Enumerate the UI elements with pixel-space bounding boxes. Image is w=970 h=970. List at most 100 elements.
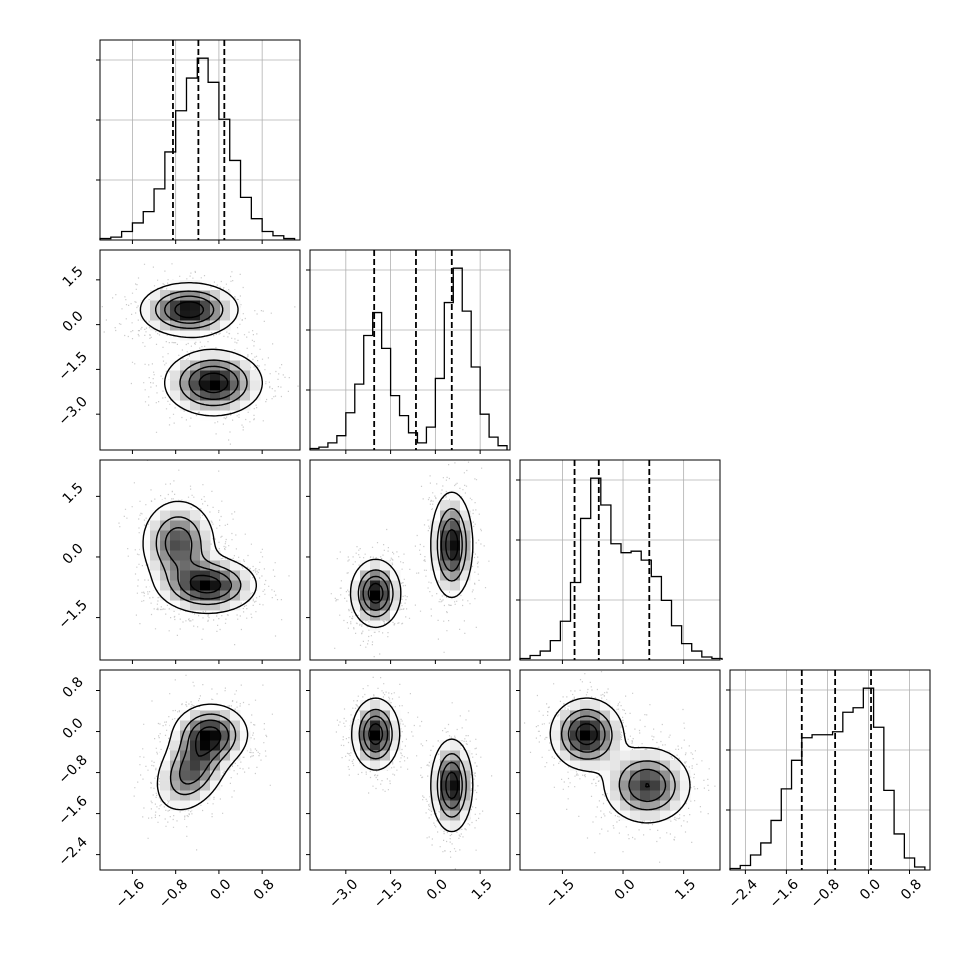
density-cell <box>170 780 181 791</box>
density-cell <box>640 770 651 781</box>
density-cell <box>430 760 441 771</box>
density-cell <box>670 800 681 811</box>
density-panel-p0-p2 <box>118 460 290 646</box>
density-cell <box>380 610 391 621</box>
histogram-step <box>519 477 723 660</box>
density-cell <box>180 520 191 531</box>
density-cell <box>250 370 261 381</box>
density-cell <box>170 570 181 581</box>
density-cell <box>560 720 571 731</box>
histogram-p3 <box>726 670 930 874</box>
x-tick-label: −1.5 <box>543 876 578 911</box>
density-cell <box>350 590 361 601</box>
density-cell <box>220 400 231 411</box>
density-cell <box>570 700 581 711</box>
density-cell <box>360 740 371 751</box>
density-cell <box>160 770 171 781</box>
density-cell <box>640 760 651 771</box>
density-cell <box>360 760 371 771</box>
density-cell <box>200 580 211 591</box>
density-cell <box>180 580 191 591</box>
density-cell <box>440 500 451 511</box>
density-cell <box>660 800 671 811</box>
density-cell <box>170 750 181 761</box>
density-cell <box>220 290 231 301</box>
density-cell <box>240 570 251 581</box>
contour-line <box>174 301 229 394</box>
density-cell <box>180 790 191 801</box>
density-cell <box>450 560 461 571</box>
density-cell <box>630 760 641 771</box>
contour-line <box>363 715 463 810</box>
contour-line <box>155 516 242 606</box>
contour-line <box>195 726 222 757</box>
density-cell <box>180 360 191 371</box>
density-cell <box>430 560 441 571</box>
density-cell <box>440 570 451 581</box>
density-cell <box>440 790 451 801</box>
density-cell <box>560 710 571 721</box>
density-cell <box>610 740 621 751</box>
density-panel-p1-p3 <box>335 676 493 870</box>
density-cell <box>360 730 371 741</box>
density-cell <box>430 780 441 791</box>
density-cell <box>210 780 221 791</box>
density-cell <box>190 530 201 541</box>
density-cell <box>200 760 211 771</box>
density-cell <box>180 500 191 511</box>
density-panel-p2-p3 <box>524 671 716 863</box>
density-cell <box>660 790 671 801</box>
y-tick-label: 0.0 <box>60 308 87 335</box>
density-cell <box>220 590 231 601</box>
density-cell <box>220 320 231 331</box>
density-cell <box>370 620 381 631</box>
density-cell <box>370 590 381 601</box>
density-cell <box>200 330 211 341</box>
density-cell <box>630 770 641 781</box>
density-cell <box>670 790 681 801</box>
density-cell <box>620 780 631 791</box>
density-cell <box>200 350 211 361</box>
density-cell <box>250 580 261 591</box>
density-cell <box>220 710 231 721</box>
density-cell <box>190 320 201 331</box>
density-cell <box>390 710 401 721</box>
density-cell <box>190 330 201 341</box>
density-cell <box>430 790 441 801</box>
density-cell <box>180 800 191 811</box>
density-cell <box>590 700 601 711</box>
density-cell <box>450 590 461 601</box>
density-cell <box>220 380 231 391</box>
density-cell <box>190 590 201 601</box>
density-cell <box>350 740 361 751</box>
density-cell <box>230 390 241 401</box>
density-cell <box>180 710 191 721</box>
density-cell <box>440 550 451 561</box>
density-cell <box>160 320 171 331</box>
density-cell <box>440 810 451 821</box>
density-cell <box>140 540 151 551</box>
density-cell <box>450 550 461 561</box>
x-tick-label: 0.0 <box>612 876 639 903</box>
density-cell <box>170 500 181 511</box>
density-cell <box>440 510 451 521</box>
density-cell <box>160 300 171 311</box>
density-cell <box>240 390 251 401</box>
density-cell <box>460 780 471 791</box>
density-cell <box>190 540 201 551</box>
density-cell <box>160 780 171 791</box>
density-cell <box>360 560 371 571</box>
x-tick-label: −1.5 <box>371 876 406 911</box>
density-cell <box>140 530 151 541</box>
density-cell <box>560 730 571 741</box>
density-cell <box>580 710 591 721</box>
density-cell <box>210 570 221 581</box>
density-cell <box>650 760 661 771</box>
density-cell <box>190 310 201 321</box>
density-cell <box>190 710 201 721</box>
density-cell <box>660 750 671 761</box>
density-cell <box>140 550 151 561</box>
density-cell <box>210 730 221 741</box>
density-cell <box>650 790 661 801</box>
density-frame <box>99 249 301 451</box>
